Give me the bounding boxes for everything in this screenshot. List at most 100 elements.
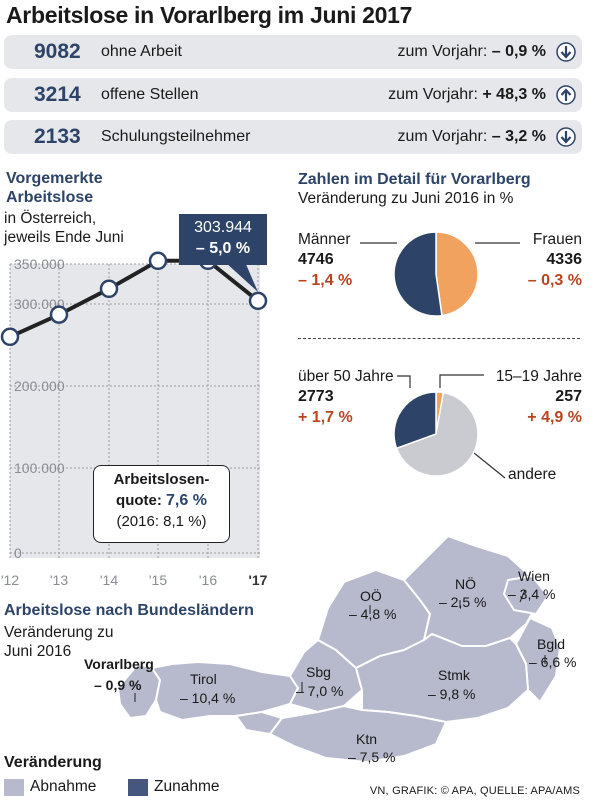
map-region-kaernten — [269, 705, 447, 763]
legend-title: Veränderung — [4, 754, 102, 771]
compare-value: – 0,9 % — [491, 43, 546, 60]
source-footer: VN, GRAFIK: © APA, QUELLE: APA/AMS — [369, 785, 580, 797]
quote-label: quote: — [116, 492, 162, 509]
unemployment-rate-box: Arbeitslosen- quote: 7,6 % (2016: 8,1 %) — [93, 465, 230, 543]
data-point-15 — [148, 251, 168, 271]
map-region-wien — [503, 575, 549, 615]
stat-value: 2133 — [34, 125, 81, 148]
stat-row-trainees: 2133 Schulungsteilnehmer zum Vorjahr: – … — [4, 120, 582, 154]
women-value: 4336 — [546, 251, 582, 268]
map-label-bgld: Bgld — [537, 636, 566, 652]
map-label-ktn: Ktn — [356, 731, 378, 747]
compare-prefix: zum Vorjahr: — [397, 43, 488, 60]
data-point-17 — [248, 291, 268, 311]
austria-map — [117, 535, 561, 763]
x-tick-label: '16 — [199, 572, 217, 588]
y-ticks: 350.000 300.000 200.000 100.000 0 — [14, 256, 65, 561]
stat-value: 3214 — [34, 83, 81, 106]
quote-value: 7,6 % — [166, 492, 207, 509]
pie-slice-frauen — [435, 231, 479, 317]
pie-slice-andere — [395, 391, 479, 477]
stat-compare: zum Vorjahr: – 3,2 % — [397, 128, 546, 146]
map-change-sbg: – 7,0 % — [296, 683, 344, 699]
men-change: – 1,4 % — [298, 272, 353, 289]
section-divider — [298, 338, 580, 339]
line-subtitle-2: jeweils Ende Juni — [4, 229, 124, 246]
stat-row-unemployed: 9082 ohne Arbeit zum Vorjahr: – 0,9 % — [4, 35, 582, 69]
stat-row-open-positions: 3214 offene Stellen zum Vorjahr: + 48,3 … — [4, 78, 582, 112]
legend-label-increase: Zunahme — [154, 778, 220, 795]
x-tick-label: '13 — [50, 572, 68, 588]
stat-label: ohne Arbeit — [101, 43, 182, 60]
arrow-up-icon — [556, 85, 576, 105]
pie-slice-ueber-50-jahre — [393, 391, 437, 450]
map-region-niederoesterreich — [403, 535, 541, 647]
over50-change: + 1,7 % — [298, 409, 353, 426]
line-subtitle-1: in Österreich, — [4, 210, 97, 227]
stat-value: 9082 — [34, 40, 81, 63]
y-tick-label: 0 — [14, 545, 22, 561]
data-point-14 — [99, 279, 119, 299]
quote-line1: Arbeitslosen- — [113, 471, 210, 488]
men-label: Männer — [298, 231, 351, 248]
legend-label-decrease: Abnahme — [30, 778, 97, 795]
women-change: – 0,3 % — [527, 272, 582, 289]
detail-heading: Zahlen im Detail für Vorarlberg — [298, 171, 531, 188]
y-tick-label: 200.000 — [14, 378, 65, 394]
callout-pointer — [225, 262, 258, 292]
y-tick-label: 350.000 — [14, 256, 65, 272]
age-pie-chart — [393, 374, 506, 479]
map-heading: Arbeitslose nach Bundesländern — [4, 602, 254, 619]
young-value: 257 — [555, 388, 582, 405]
data-point-12 — [0, 327, 20, 347]
detail-subtitle: Veränderung zu Juni 2016 in % — [298, 190, 514, 207]
legend-swatch-decrease — [4, 779, 24, 796]
map-label-stmk: Stmk — [438, 667, 470, 683]
callout-value: 303.944 — [194, 219, 252, 236]
compare-value: + 48,3 % — [482, 86, 546, 103]
gender-pie-chart — [360, 231, 520, 317]
x-tick-label: '17 — [249, 572, 268, 588]
men-value: 4746 — [298, 251, 334, 268]
y-tick-label: 100.000 — [14, 460, 65, 476]
arrow-down-icon — [556, 127, 576, 147]
map-change-noe: – 2,5 % — [439, 594, 487, 610]
gender-pie-slices — [393, 231, 479, 317]
x-tick-label: '12 — [1, 572, 19, 588]
stat-label: Schulungsteilnehmer — [101, 128, 251, 145]
map-label-sbg: Sbg — [306, 664, 331, 680]
quote-line2: quote: 7,6 % — [94, 490, 229, 511]
map-change-ktn: – 7,5 % — [348, 749, 396, 765]
stat-compare: zum Vorjahr: + 48,3 % — [388, 86, 546, 104]
map-change-wien: – 3,4 % — [508, 586, 556, 602]
page-title: Arbeitslose in Vorarlberg im Juni 2017 — [6, 2, 413, 28]
x-tick-label: '14 — [100, 572, 118, 588]
women-label: Frauen — [532, 231, 582, 248]
map-subtitle-1: Veränderung zu — [4, 624, 114, 641]
map-label-vorarlberg: Vorarlberg — [84, 656, 154, 672]
quote-previous: (2016: 8,1 %) — [116, 513, 207, 530]
stat-label: offene Stellen — [101, 86, 199, 103]
young-change: + 4,9 % — [527, 409, 582, 426]
compare-value: – 3,2 % — [491, 128, 546, 145]
x-tick-label: '15 — [149, 572, 167, 588]
map-change-stmk: – 9,8 % — [428, 686, 476, 702]
map-label-noe: NÖ — [455, 576, 476, 592]
line-heading-2: Arbeitslose — [6, 189, 94, 206]
map-region-tirol — [151, 661, 299, 721]
map-subtitle-2: Juni 2016 — [4, 643, 72, 660]
map-label-ooe: OÖ — [360, 588, 382, 604]
over50-leader-line — [397, 375, 411, 388]
other-label: andere — [508, 466, 557, 483]
age-pie-slices — [393, 391, 479, 477]
map-change-bgld: – 6,6 % — [529, 654, 577, 670]
young-leader-line — [439, 374, 484, 388]
young-label: 15–19 Jahre — [495, 368, 582, 385]
map-change-ooe: – 4,8 % — [349, 606, 397, 622]
legend-swatch-increase — [128, 779, 148, 796]
map-label-wien: Wien — [518, 568, 550, 584]
x-ticks: '12 '13 '14 '15 '16 '17 — [1, 572, 268, 588]
stat-compare: zum Vorjahr: – 0,9 % — [397, 43, 546, 61]
compare-prefix: zum Vorjahr: — [397, 128, 488, 145]
pie-slice-maenner — [393, 231, 443, 317]
